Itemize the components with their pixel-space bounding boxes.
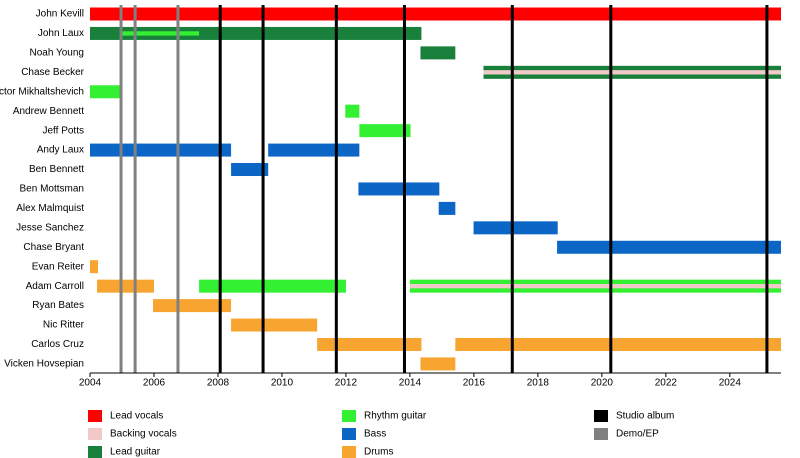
y-tick-label: Chase Bryant (23, 242, 84, 253)
x-tick-label: 2016 (463, 378, 486, 389)
bar (455, 337, 781, 351)
bar (557, 240, 781, 254)
bar (420, 357, 456, 371)
x-tick-label: 2018 (527, 378, 550, 389)
bar (153, 299, 232, 313)
bar (420, 46, 456, 60)
y-tick-label: Ben Mottsman (20, 184, 84, 195)
x-tick-label: 2006 (143, 378, 166, 389)
y-tick-label: Alex Malmquist (16, 203, 84, 214)
x-tick-label: 2010 (271, 378, 294, 389)
bar (231, 163, 269, 177)
inner-bar (121, 31, 200, 36)
y-tick-label: Ryan Bates (32, 300, 84, 311)
y-tick-label: Evan Reiter (32, 261, 85, 272)
x-tick-label: 2012 (335, 378, 358, 389)
legend-swatch (88, 410, 102, 422)
bar (231, 318, 318, 332)
y-tick-label: Nic Ritter (43, 320, 85, 331)
legend-label: Lead guitar (110, 447, 161, 458)
y-tick-label: Chase Becker (21, 67, 84, 78)
y-tick-label: Ben Bennett (29, 164, 84, 175)
bar (438, 201, 456, 215)
x-tick-label: 2022 (655, 378, 678, 389)
legend-label: Studio album (616, 411, 674, 422)
y-tick-label: Noah Young (29, 48, 84, 59)
x-tick-label: 2020 (591, 378, 614, 389)
y-tick-label: John Laux (38, 28, 84, 39)
bar (317, 337, 422, 351)
bar (90, 7, 781, 21)
legend-label: Lead vocals (110, 411, 163, 422)
bar (358, 182, 440, 196)
legend-swatch (342, 410, 356, 422)
bar (345, 104, 360, 118)
legend-swatch (88, 446, 102, 458)
x-tick-label: 2004 (79, 378, 102, 389)
legend-swatch (594, 410, 608, 422)
y-tick-label: Andrew Bennett (13, 106, 84, 117)
legend-label: Backing vocals (110, 429, 177, 440)
x-tick-label: 2024 (719, 378, 742, 389)
x-tick-label: 2008 (207, 378, 230, 389)
legend-label: Drums (364, 447, 393, 458)
inner-bar (409, 283, 781, 289)
y-tick-label: John Kevill (36, 9, 84, 20)
y-tick-label: Vicken Hovsepian (4, 359, 84, 370)
y-tick-label: Jesse Sanchez (16, 222, 84, 233)
legend-label: Bass (364, 429, 386, 440)
legend-swatch (342, 428, 356, 440)
inner-bar (483, 70, 781, 75)
y-tick-label: Adam Carroll (26, 281, 84, 292)
legend-label: Demo/EP (616, 429, 659, 440)
y-tick-label: Jeff Potts (42, 125, 84, 136)
legend-swatch (88, 428, 102, 440)
y-tick-label: Andy Laux (37, 145, 84, 156)
bar (473, 221, 558, 235)
y-tick-label: Victor Mikhaltshevich (0, 86, 84, 97)
bar (268, 143, 360, 157)
bar (199, 279, 346, 293)
bar (90, 85, 122, 99)
bar (359, 124, 411, 138)
bar (97, 279, 154, 293)
bar (90, 260, 98, 274)
bar (90, 143, 232, 157)
legend-swatch (594, 428, 608, 440)
x-tick-label: 2014 (399, 378, 422, 389)
bar (90, 26, 422, 40)
legend-swatch (342, 446, 356, 458)
y-tick-label: Carlos Cruz (31, 339, 84, 350)
legend-label: Rhythm guitar (364, 411, 427, 422)
